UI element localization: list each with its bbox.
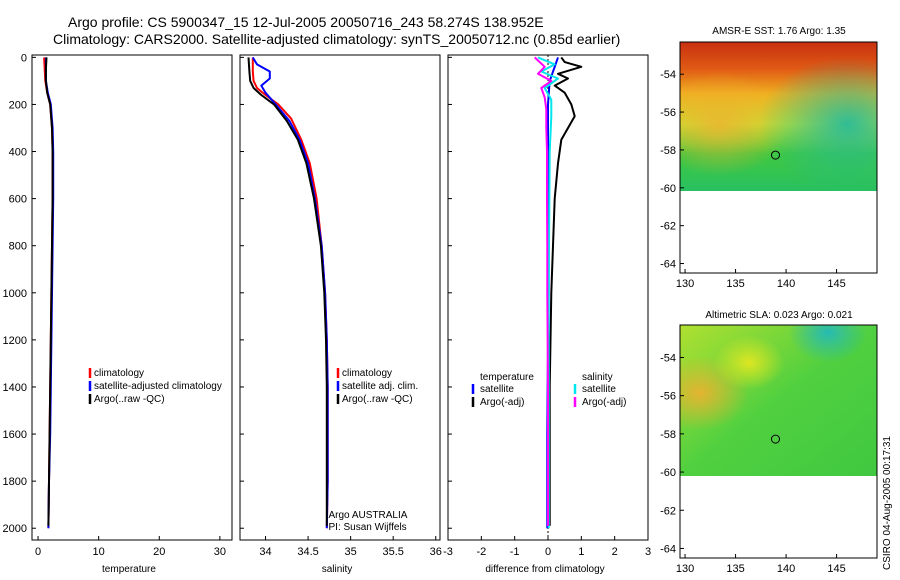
figure-title-line2: Climatology: CARS2000. Satellite-adjuste… bbox=[53, 31, 620, 47]
sst-map-xtick-label: 130 bbox=[676, 278, 694, 290]
temperature-xtick-label: 20 bbox=[153, 546, 165, 558]
sst-map-ytick-label: -54 bbox=[660, 69, 676, 81]
difference-xtick-label: -1 bbox=[510, 546, 520, 558]
difference-legend-label: Argo(-adj) bbox=[480, 397, 524, 408]
temperature-ytick-label: 400 bbox=[9, 147, 27, 159]
salinity-annotation: Argo AUSTRALIA bbox=[329, 510, 408, 521]
temperature-series-argo-raw-qc- bbox=[44, 57, 54, 526]
salinity-xlabel: salinity bbox=[322, 564, 353, 575]
difference-legend-label: Argo(-adj) bbox=[582, 397, 626, 408]
difference-xtick-label: 0 bbox=[545, 546, 551, 558]
salinity-axes-frame bbox=[239, 54, 441, 541]
sst-map-xtick-label: 140 bbox=[777, 278, 795, 290]
temperature-legend-label: Argo(..raw -QC) bbox=[94, 394, 165, 405]
salinity-series-argo-raw-qc- bbox=[247, 57, 328, 526]
temperature-xtick-label: 10 bbox=[93, 546, 105, 558]
sla-map-xtick-label: 130 bbox=[676, 563, 694, 575]
sla-map-frame bbox=[679, 324, 878, 559]
temperature-xlabel: temperature bbox=[102, 564, 156, 575]
sst-map-xtick-label: 135 bbox=[726, 278, 744, 290]
credit-text: CSIRO 04-Aug-2005 00:17:31 bbox=[882, 436, 893, 570]
sst-map-profile-marker bbox=[770, 150, 780, 160]
temperature-ytick-label: 1600 bbox=[3, 429, 27, 441]
sst-map-xtick-label: 145 bbox=[827, 278, 845, 290]
sla-map-mid-patch bbox=[680, 325, 877, 476]
sla-map-ytick-label: -58 bbox=[660, 429, 676, 441]
difference-xtick-label: 2 bbox=[612, 546, 618, 558]
sla-map-panel: Altimetric SLA: 0.023 Argo: 0.021 130 135… bbox=[660, 310, 878, 575]
temperature-legend-label: climatology bbox=[94, 368, 144, 379]
salinity-xtick-label: 34.5 bbox=[297, 546, 318, 558]
salinity-legend-label: satellite adj. clim. bbox=[342, 381, 418, 392]
salinity-annotation: PI: Susan Wijffels bbox=[329, 522, 407, 533]
temperature-panel: 0 10 20 30 0 200 400 600 800 1000 1200 1400 1600 1800… bbox=[3, 52, 233, 575]
sla-map-ytick-label: -54 bbox=[660, 352, 676, 364]
sla-map-xtick-label: 140 bbox=[777, 563, 795, 575]
salinity-xtick-label: 36 bbox=[430, 546, 442, 558]
sst-map-ytick-label: -62 bbox=[660, 221, 676, 233]
difference-xtick-label: 1 bbox=[578, 546, 584, 558]
sst-map-ytick-label: -60 bbox=[660, 183, 676, 195]
difference-legend-header: salinity bbox=[582, 372, 613, 383]
salinity-xtick-label: 35 bbox=[345, 546, 357, 558]
sst-map-ytick-label: -56 bbox=[660, 107, 676, 119]
difference-panel: -3 -2 -1 0 1 2 3 difference from climatology tem… bbox=[443, 54, 651, 575]
temperature-ytick-label: 800 bbox=[9, 241, 27, 253]
temperature-xtick-label: 30 bbox=[214, 546, 226, 558]
sla-map-profile-marker bbox=[770, 434, 780, 444]
sst-map-frame bbox=[679, 41, 878, 274]
sst-map-ytick-label: -58 bbox=[660, 145, 676, 157]
temperature-ytick-label: 0 bbox=[21, 52, 27, 64]
sla-map-xtick-label: 135 bbox=[726, 563, 744, 575]
sla-map-ytick-label: -60 bbox=[660, 467, 676, 479]
difference-legend-label: satellite bbox=[582, 384, 616, 395]
temperature-ytick-label: 1400 bbox=[3, 382, 27, 394]
temperature-ytick-label: 1800 bbox=[3, 476, 27, 488]
temperature-ytick-label: 200 bbox=[9, 99, 27, 111]
temperature-ytick-label: 2000 bbox=[3, 523, 27, 535]
difference-xtick-label: 3 bbox=[645, 546, 651, 558]
difference-series-temperature-argo-adj- bbox=[548, 56, 583, 526]
sla-map-xtick-label: 145 bbox=[827, 563, 845, 575]
salinity-panel: 34 34.5 35 35.5 36 salinity climatology satelli… bbox=[239, 54, 442, 575]
sst-map-ytick-label: -64 bbox=[660, 259, 676, 271]
difference-xtick-label: -2 bbox=[476, 546, 486, 558]
difference-xtick-label: -3 bbox=[443, 546, 453, 558]
salinity-xtick-label: 35.5 bbox=[382, 546, 403, 558]
sla-map-title: Altimetric SLA: 0.023 Argo: 0.021 bbox=[705, 310, 853, 321]
sst-map-cool-patch bbox=[680, 42, 877, 191]
temperature-axes-frame bbox=[31, 54, 233, 541]
temperature-legend-label: satellite-adjusted climatology bbox=[94, 381, 222, 392]
sla-map-ytick-label: -64 bbox=[660, 543, 676, 555]
temperature-ytick-label: 1200 bbox=[3, 335, 27, 347]
difference-legend-label: satellite bbox=[480, 384, 514, 395]
sst-map-panel: AMSR-E SST: 1.76 Argo: 1.35 130 135 140 145… bbox=[660, 26, 878, 290]
salinity-xtick-label: 34 bbox=[259, 546, 271, 558]
difference-xlabel: difference from climatology bbox=[485, 564, 604, 575]
sla-map-ytick-label: -62 bbox=[660, 505, 676, 517]
sst-map-title: AMSR-E SST: 1.76 Argo: 1.35 bbox=[712, 26, 846, 37]
salinity-legend-label: Argo(..raw -QC) bbox=[342, 394, 413, 405]
temperature-ytick-label: 600 bbox=[9, 194, 27, 206]
figure-title-line1: Argo profile: CS 5900347_15 12-Jul-2005 … bbox=[68, 14, 544, 30]
salinity-legend-label: climatology bbox=[342, 368, 392, 379]
sla-map-ytick-label: -56 bbox=[660, 391, 676, 403]
difference-series-salinity-argo-adj- bbox=[534, 56, 553, 526]
temperature-xtick-label: 0 bbox=[35, 546, 41, 558]
temperature-ytick-label: 1000 bbox=[3, 288, 27, 300]
difference-legend-header: temperature bbox=[480, 372, 534, 383]
